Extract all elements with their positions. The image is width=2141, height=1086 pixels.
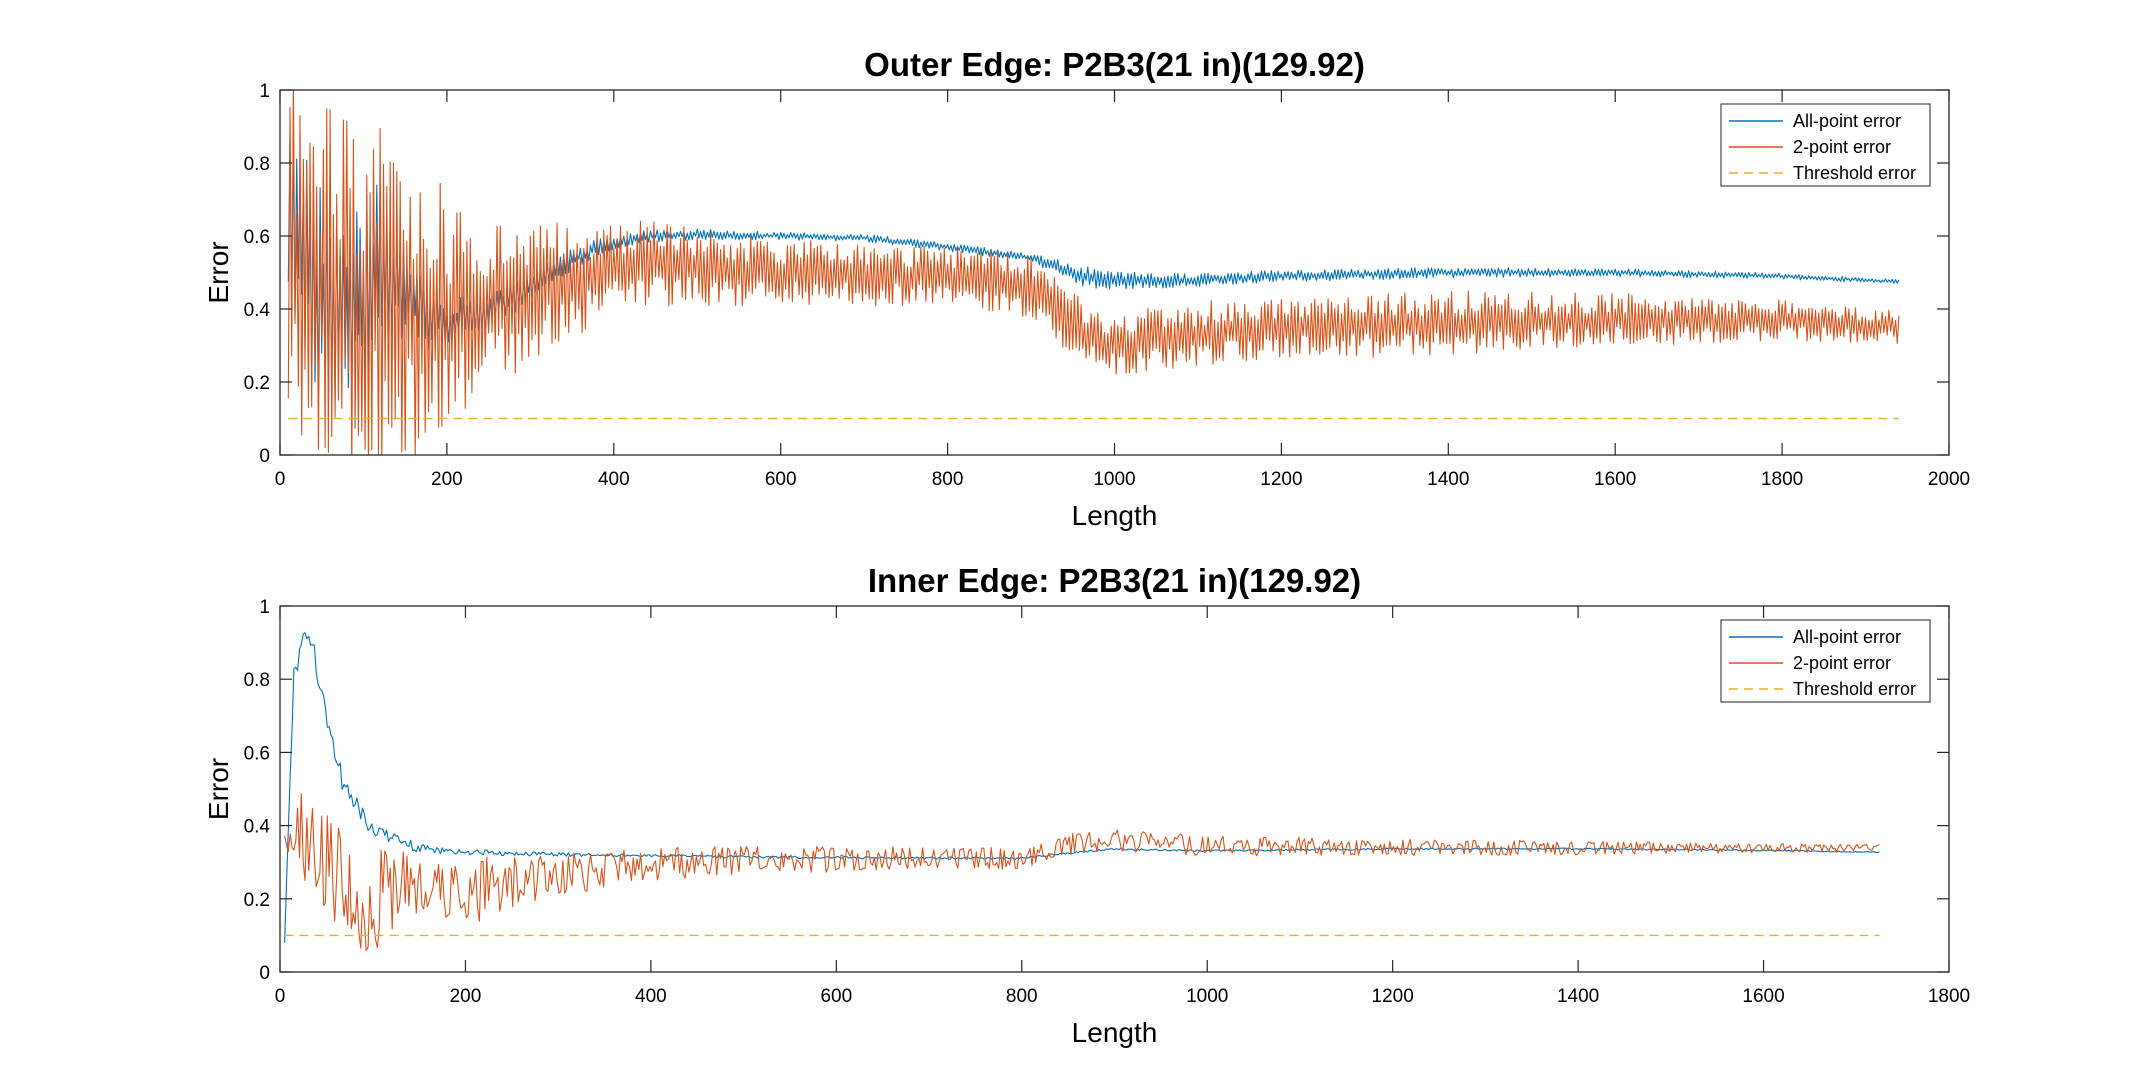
- legend-box: [1720, 103, 1931, 187]
- x-tick-label: 1600: [1594, 469, 1636, 490]
- y-tick-label: 0.2: [244, 373, 270, 394]
- legend: All-point error 2-point error Threshold er…: [1720, 103, 1931, 187]
- x-tick-label: 2000: [1928, 469, 1970, 490]
- legend-label: Threshold error: [1793, 679, 1916, 699]
- x-tick-label: 800: [1006, 986, 1038, 1007]
- axes-box: [279, 605, 1950, 973]
- x-tick-label: 200: [450, 986, 482, 1007]
- x-tick-label: 1200: [1260, 469, 1302, 490]
- chart-outer-edge: 0 200 400 600 800 1000 1200 1400 1600 1800 2000 0 0.…: [203, 46, 1970, 531]
- x-tick-label: 200: [431, 469, 463, 490]
- x-tick-label: 1800: [1761, 469, 1803, 490]
- chart-inner-edge: 0 200 400 600 800 1000 1200 1400 1600 1800 0 0.2 0.4…: [203, 562, 1970, 1048]
- legend-label: Threshold error: [1793, 163, 1916, 183]
- x-tick-label: 0: [275, 469, 286, 490]
- x-tick-label: 600: [765, 469, 797, 490]
- legend-label: All-point error: [1793, 111, 1901, 131]
- data-layer: [287, 90, 1900, 455]
- x-tick-label: 400: [598, 469, 630, 490]
- x-tick-label: 600: [820, 986, 852, 1007]
- legend-label: All-point error: [1793, 627, 1901, 647]
- x-tick-label: 1000: [1186, 986, 1228, 1007]
- legend-label: 2-point error: [1793, 137, 1891, 157]
- y-axis-label: Error: [203, 758, 234, 820]
- x-tick-label: 1600: [1742, 986, 1784, 1007]
- legend-label: 2-point error: [1793, 653, 1891, 673]
- x-tick-label: 1800: [1928, 986, 1970, 1007]
- y-tick-label: 0.8: [244, 154, 270, 175]
- y-tick-label: 0: [259, 446, 270, 467]
- x-tick-label: 1400: [1557, 986, 1599, 1007]
- y-tick-label: 0: [259, 963, 270, 984]
- y-tick-label: 0.6: [244, 227, 270, 248]
- x-tick-label: 400: [635, 986, 667, 1007]
- series-line-2-point-error: [284, 792, 1880, 952]
- x-axis-label: Length: [1072, 1017, 1158, 1048]
- data-layer: [284, 632, 1880, 952]
- series-line-2-point-error: [287, 90, 1900, 455]
- y-tick-label: 0.2: [244, 890, 270, 911]
- y-tick-label: 0.4: [244, 817, 271, 838]
- y-tick-label: 0.4: [244, 300, 271, 321]
- chart-title: Outer Edge: P2B3(21 in)(129.92): [864, 46, 1365, 83]
- y-axis-label: Error: [203, 241, 234, 303]
- legend-box: [1720, 619, 1931, 703]
- x-tick-label: 0: [275, 986, 286, 1007]
- legend: All-point error 2-point error Threshold er…: [1720, 619, 1931, 703]
- y-tick-label: 0.6: [244, 743, 270, 764]
- plot-area: [280, 606, 1949, 972]
- y-tick-label: 1: [259, 81, 270, 102]
- x-tick-label: 1400: [1427, 469, 1469, 490]
- x-tick-label: 1200: [1372, 986, 1414, 1007]
- x-tick-label: 1000: [1093, 469, 1135, 490]
- y-tick-label: 1: [259, 597, 270, 618]
- y-tick-label: 0.8: [244, 670, 270, 691]
- x-axis-label: Length: [1072, 500, 1158, 531]
- chart-title: Inner Edge: P2B3(21 in)(129.92): [868, 562, 1361, 599]
- x-tick-label: 800: [932, 469, 964, 490]
